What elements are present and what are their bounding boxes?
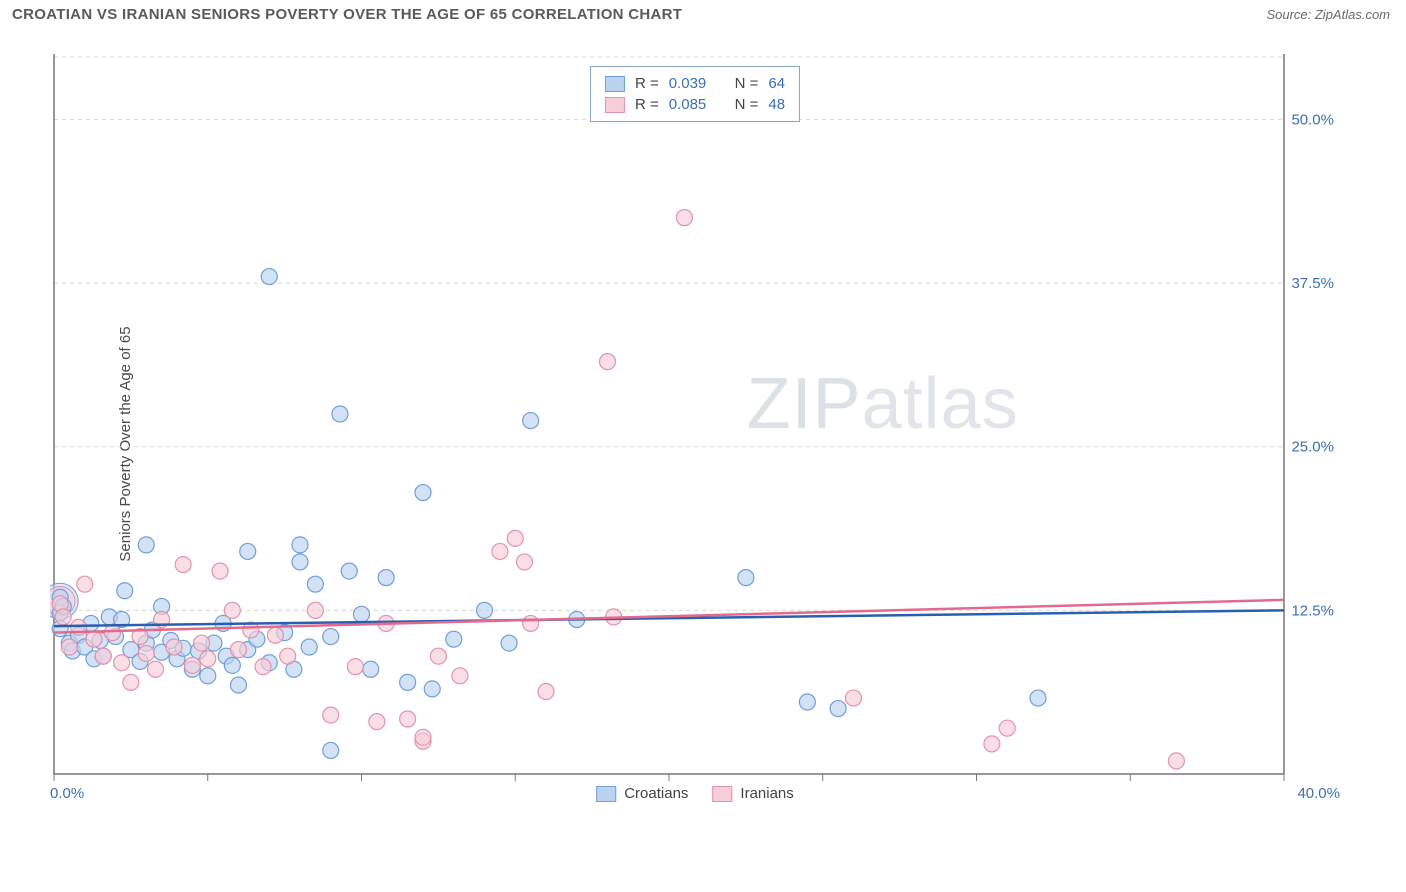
r-value-croatians: 0.039 (669, 75, 707, 92)
chart-title: CROATIAN VS IRANIAN SENIORS POVERTY OVER… (12, 6, 682, 23)
legend-iranians: Iranians (712, 785, 793, 802)
legend-label-croatians: Croatians (624, 785, 688, 802)
n-label: N = (735, 75, 759, 92)
n-value-iranians: 48 (768, 96, 785, 113)
plot-area: 12.5%25.0%37.5%50.0% ZIPatlas R = 0.039 … (50, 44, 1340, 804)
r-label: R = (635, 96, 659, 113)
legend-label-iranians: Iranians (740, 785, 793, 802)
r-value-iranians: 0.085 (669, 96, 707, 113)
legend-swatch-iranians (712, 786, 732, 802)
x-axis-max: 40.0% (1297, 785, 1340, 802)
swatch-croatians (605, 76, 625, 92)
n-value-croatians: 64 (768, 75, 785, 92)
r-label: R = (635, 75, 659, 92)
series-legend: Croatians Iranians (596, 785, 794, 802)
x-axis-min: 0.0% (50, 785, 84, 802)
legend-croatians: Croatians (596, 785, 688, 802)
scatter-svg: 12.5% 25.0% 37.5% 50.0% (50, 44, 1340, 804)
n-label: N = (735, 96, 759, 113)
svg-text:25.0%: 25.0% (1291, 439, 1334, 456)
chart-source: Source: ZipAtlas.com (1266, 7, 1390, 22)
chart-header: CROATIAN VS IRANIAN SENIORS POVERTY OVER… (0, 0, 1406, 29)
svg-text:12.5%: 12.5% (1291, 602, 1334, 619)
stats-legend: R = 0.039 N = 64 R = 0.085 N = 48 (590, 66, 800, 122)
stats-row-croatians: R = 0.039 N = 64 (605, 73, 785, 94)
svg-text:37.5%: 37.5% (1291, 275, 1334, 292)
svg-text:50.0%: 50.0% (1291, 111, 1334, 128)
swatch-iranians (605, 97, 625, 113)
stats-row-iranians: R = 0.085 N = 48 (605, 94, 785, 115)
legend-swatch-croatians (596, 786, 616, 802)
chart-container: Seniors Poverty Over the Age of 65 12.5%… (0, 34, 1406, 854)
